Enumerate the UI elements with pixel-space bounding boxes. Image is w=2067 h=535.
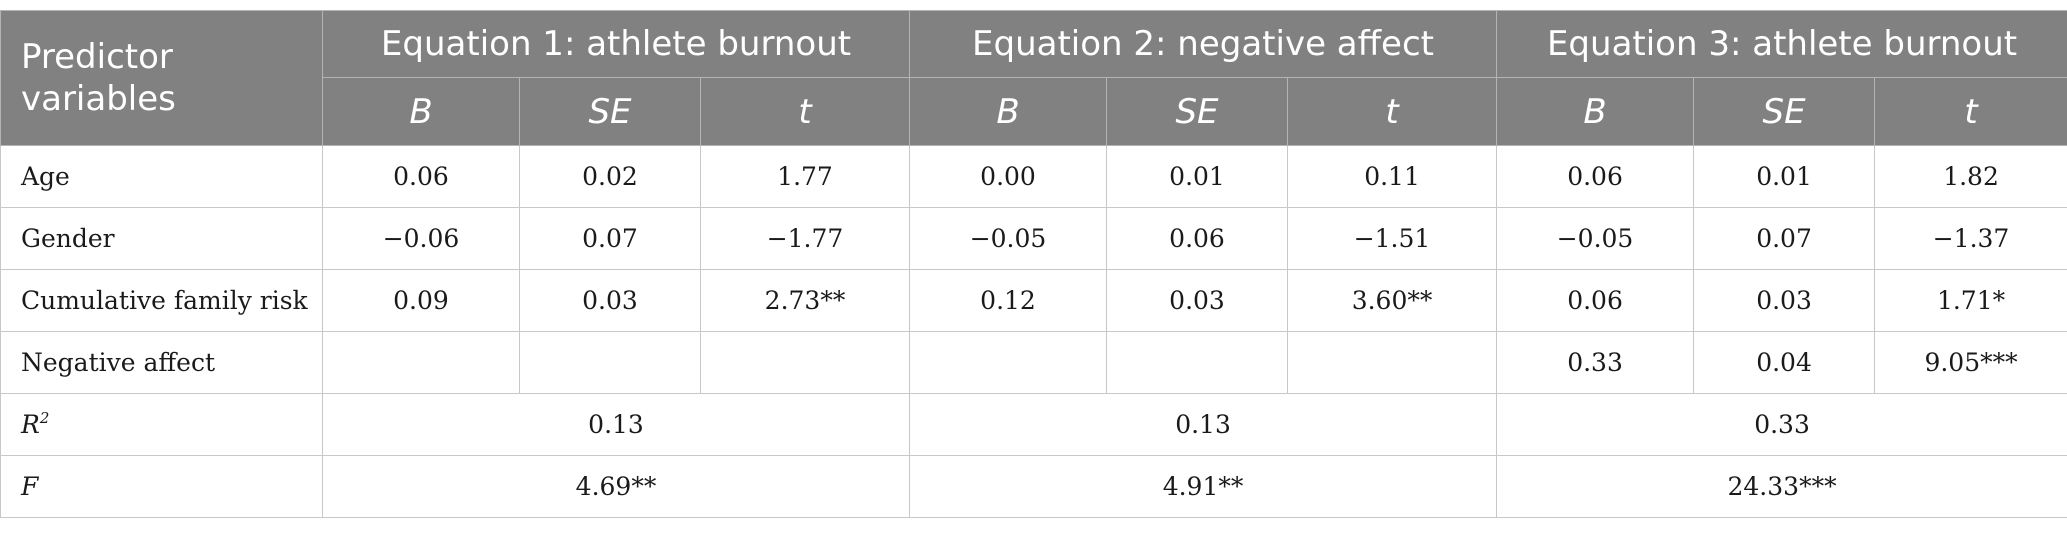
regression-table: Predictor variables Equation 1: athlete … [0,10,2067,518]
table-cell: 0.02 [519,145,701,208]
table-cell: 0.06 [1496,145,1695,208]
table-cell [1106,331,1289,394]
eq2-t-header: t [1287,77,1498,146]
table-cell: 0.13 [909,393,1498,456]
table-cell: −1.51 [1287,207,1498,270]
r-squared-label: R [21,410,40,439]
table-row: Cumulative family risk 0.09 0.03 2.73** … [0,269,2067,332]
table-cell [1287,331,1498,394]
table-cell: 3.60** [1287,269,1498,332]
table-cell: 0.12 [909,269,1108,332]
table-row: Gender −0.06 0.07 −1.77 −0.05 0.06 −1.51… [0,207,2067,270]
eq2-se-header: SE [1106,77,1289,146]
table-body: Age 0.06 0.02 1.77 0.00 0.01 0.11 0.06 0… [0,145,2067,518]
eq1-se-header: SE [519,77,701,146]
table-cell: 24.33*** [1496,455,2067,518]
table-cell: 0.04 [1693,331,1876,394]
row-label: Negative affect [0,331,323,394]
table-row: Negative affect 0.33 0.04 9.05*** [0,331,2067,394]
table-cell: 9.05*** [1874,331,2067,394]
table-cell: 0.09 [322,269,520,332]
table-cell: 0.01 [1693,145,1876,208]
table-cell: 4.91** [909,455,1498,518]
eq3-b-header: B [1496,77,1695,146]
table-cell: 0.33 [1496,331,1695,394]
table-cell: −0.05 [909,207,1108,270]
table-cell [909,331,1108,394]
equation-2-header: Equation 2: negative affect [909,10,1498,78]
table-cell: 0.07 [519,207,701,270]
table-cell: 2.73** [699,269,911,332]
table-cell [322,331,520,394]
eq1-b-header: B [322,77,520,146]
table-cell: 0.03 [1693,269,1876,332]
table-cell: 1.82 [1874,145,2067,208]
table-cell: 0.13 [321,393,911,456]
table-row: Age 0.06 0.02 1.77 0.00 0.01 0.11 0.06 0… [0,145,2067,208]
table-header: Predictor variables Equation 1: athlete … [0,10,2067,146]
equation-3-header: Equation 3: athlete burnout [1496,10,2067,78]
eq3-t-header: t [1874,77,2067,146]
table-cell: 0.03 [519,269,701,332]
predictor-variables-header: Predictor variables [0,10,323,146]
table-cell: 0.01 [1106,145,1289,208]
table-cell: 0.07 [1693,207,1876,270]
table-cell: 0.03 [1106,269,1289,332]
table-cell: −0.05 [1496,207,1695,270]
table-row-r-squared: R2 0.13 0.13 0.33 [0,393,2067,456]
table-cell [699,331,911,394]
eq2-b-header: B [909,77,1108,146]
table-cell: 1.71* [1874,269,2067,332]
table-cell: 4.69** [321,455,911,518]
table-cell: 0.06 [1496,269,1695,332]
eq3-se-header: SE [1693,77,1876,146]
row-label: Cumulative family risk [0,269,323,332]
table-cell: 0.33 [1496,393,2067,456]
row-label: F [0,455,323,518]
table-cell: 1.77 [699,145,911,208]
table-cell: 0.11 [1287,145,1498,208]
row-label: Gender [0,207,323,270]
table-cell: 0.06 [322,145,520,208]
eq1-t-header: t [699,77,911,146]
table-cell: 0.00 [909,145,1108,208]
table-cell: 0.06 [1106,207,1289,270]
table-cell: −1.77 [699,207,911,270]
equation-1-header: Equation 1: athlete burnout [321,10,911,78]
row-label: R2 [0,393,323,456]
table-cell: −1.37 [1874,207,2067,270]
superscript: 2 [39,409,50,427]
table-row-f: F 4.69** 4.91** 24.33*** [0,455,2067,518]
row-label: Age [0,145,323,208]
table-cell [519,331,701,394]
table-cell: −0.06 [322,207,520,270]
